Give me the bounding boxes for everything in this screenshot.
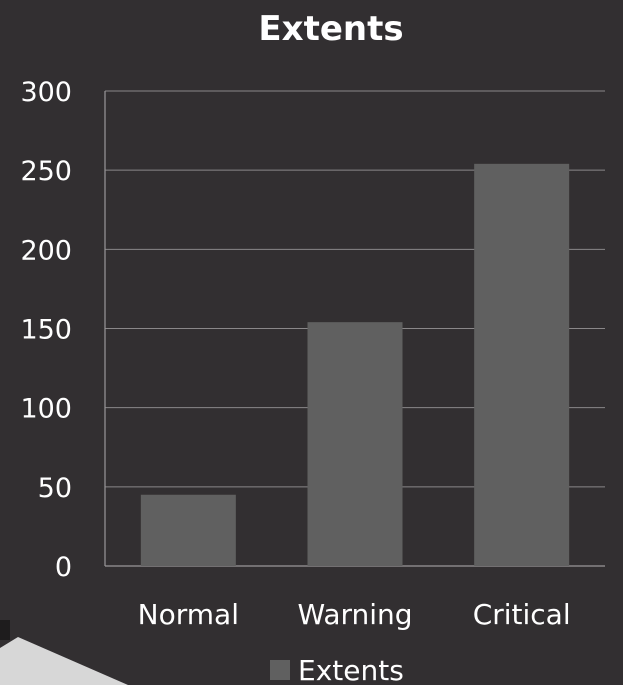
legend-label: Extents	[298, 654, 404, 685]
bar-normal	[140, 494, 236, 566]
y-axis-ticks: 0 50 100 150 200 250 300	[20, 77, 72, 583]
chart-title: Extents	[258, 9, 403, 49]
y-tick-label: 150	[20, 315, 72, 346]
legend-swatch	[270, 660, 290, 680]
y-tick-label: 200	[20, 235, 72, 266]
y-tick-label: 250	[20, 156, 72, 187]
bar-critical	[474, 163, 570, 567]
y-tick-label: 0	[55, 552, 72, 583]
legend: Extents	[270, 654, 404, 685]
bars	[140, 163, 570, 567]
x-tick-label-normal: Normal	[138, 598, 239, 631]
x-tick-label-warning: Warning	[297, 598, 412, 631]
y-tick-label: 100	[20, 394, 72, 425]
bar-warning	[307, 322, 403, 566]
x-axis-ticks: Normal Warning Critical	[138, 598, 571, 631]
x-tick-label-critical: Critical	[473, 598, 571, 631]
y-tick-label: 300	[20, 77, 72, 108]
y-tick-label: 50	[38, 473, 72, 504]
page-curl-decoration	[0, 637, 128, 685]
page-curl-shadow	[0, 620, 10, 640]
